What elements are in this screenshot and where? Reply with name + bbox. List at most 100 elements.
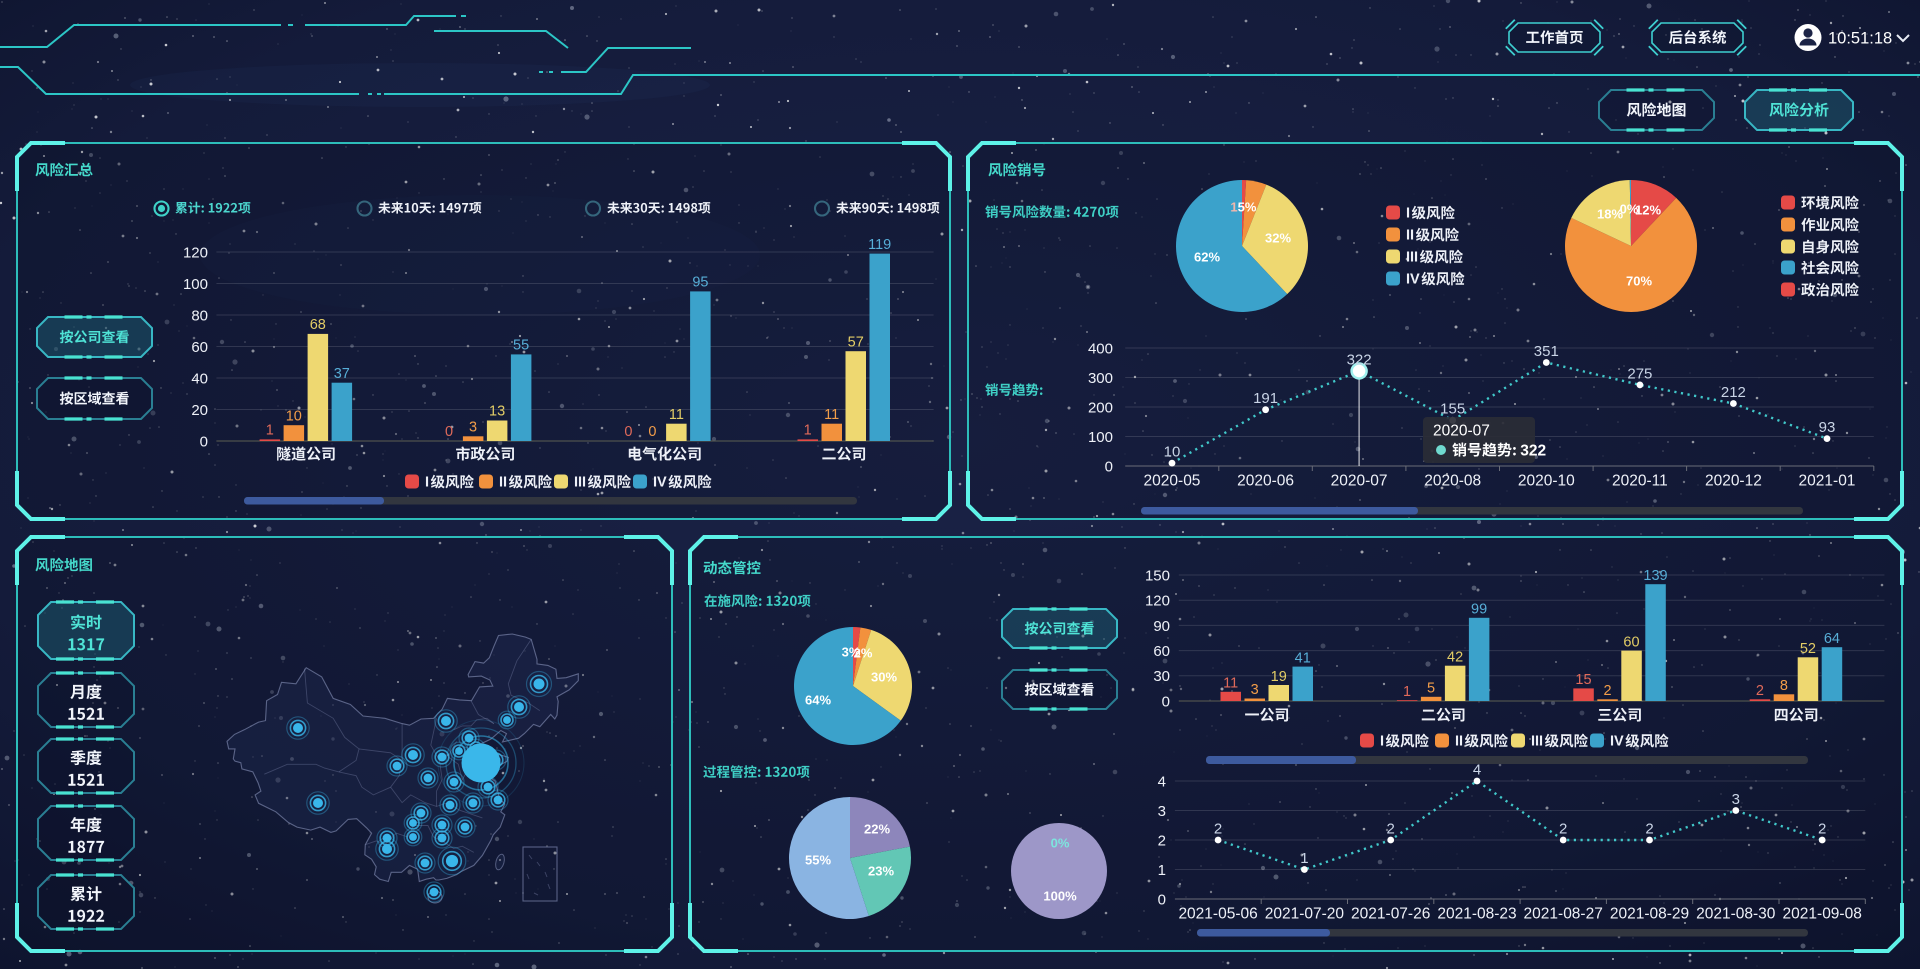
svg-text:2021-08-29: 2021-08-29 xyxy=(1610,906,1689,923)
svg-text:41: 41 xyxy=(1295,650,1311,666)
svg-text:0: 0 xyxy=(1105,458,1113,475)
svg-text:IV: IV xyxy=(653,475,667,491)
svg-text:57: 57 xyxy=(848,334,864,350)
svg-text:III: III xyxy=(1531,734,1543,750)
svg-text:15: 15 xyxy=(1575,672,1591,688)
svg-text:2020-10: 2020-10 xyxy=(1518,473,1575,490)
svg-text:2021-09-08: 2021-09-08 xyxy=(1783,906,1862,923)
svg-text:0: 0 xyxy=(648,424,656,440)
svg-text:I: I xyxy=(425,475,429,491)
svg-text:2: 2 xyxy=(1214,820,1222,837)
svg-text:2: 2 xyxy=(1818,820,1826,837)
svg-text:5: 5 xyxy=(1427,681,1435,697)
svg-text:95: 95 xyxy=(692,275,708,291)
svg-text:10: 10 xyxy=(286,409,302,425)
svg-text:2020-11: 2020-11 xyxy=(1612,473,1668,490)
svg-text:1: 1 xyxy=(1300,850,1308,867)
svg-text:120: 120 xyxy=(183,244,208,261)
svg-text:30%: 30% xyxy=(871,670,897,685)
svg-text:275: 275 xyxy=(1627,365,1652,382)
svg-text:322: 322 xyxy=(1347,351,1372,368)
svg-text:3: 3 xyxy=(1251,682,1259,698)
svg-text:64: 64 xyxy=(1824,631,1840,647)
svg-text:55: 55 xyxy=(513,338,529,354)
svg-text:11: 11 xyxy=(1223,676,1238,692)
svg-text:150: 150 xyxy=(1145,567,1170,584)
svg-text:1: 1 xyxy=(1158,862,1166,879)
svg-text:2021-07-26: 2021-07-26 xyxy=(1351,906,1430,923)
svg-text:400: 400 xyxy=(1088,340,1113,357)
svg-text:20: 20 xyxy=(191,402,208,419)
svg-text:2020-12: 2020-12 xyxy=(1705,473,1762,490)
svg-text:III: III xyxy=(574,475,586,491)
svg-text:322: 322 xyxy=(1520,443,1546,460)
svg-text:155: 155 xyxy=(1440,401,1465,418)
svg-text:II: II xyxy=(1406,228,1414,244)
svg-text:2020-07: 2020-07 xyxy=(1331,473,1388,490)
svg-text:2021-07-20: 2021-07-20 xyxy=(1265,906,1345,923)
svg-text:119: 119 xyxy=(868,237,891,253)
svg-text:2021-05-06: 2021-05-06 xyxy=(1178,906,1257,923)
svg-text:351: 351 xyxy=(1534,343,1559,360)
svg-text:68: 68 xyxy=(310,317,326,333)
svg-text:2020-06: 2020-06 xyxy=(1237,473,1294,490)
svg-text:0: 0 xyxy=(445,424,453,440)
svg-text:52: 52 xyxy=(1800,641,1816,657)
svg-text:70%: 70% xyxy=(1626,274,1652,289)
svg-text:2: 2 xyxy=(1158,832,1166,849)
svg-text:III: III xyxy=(1406,250,1418,266)
svg-text:18%: 18% xyxy=(1597,207,1623,222)
svg-text:1: 1 xyxy=(1403,684,1411,700)
svg-text:60: 60 xyxy=(1153,643,1170,660)
svg-text:2%: 2% xyxy=(854,646,873,661)
svg-text:191: 191 xyxy=(1253,390,1278,407)
svg-text:2: 2 xyxy=(1645,820,1653,837)
svg-text:II: II xyxy=(499,475,507,491)
svg-text:5%: 5% xyxy=(1238,200,1257,215)
svg-text:12%: 12% xyxy=(1635,203,1661,218)
svg-text:2: 2 xyxy=(1603,683,1611,699)
svg-text:0: 0 xyxy=(624,424,632,440)
svg-text:0: 0 xyxy=(1158,891,1166,908)
svg-text:2020-05: 2020-05 xyxy=(1144,473,1201,490)
svg-text:80: 80 xyxy=(191,307,208,324)
svg-text:2021-08-30: 2021-08-30 xyxy=(1696,906,1776,923)
svg-text:55%: 55% xyxy=(805,853,831,868)
svg-text:2: 2 xyxy=(1559,820,1567,837)
svg-text:100: 100 xyxy=(1088,429,1113,446)
svg-text:0%: 0% xyxy=(1051,836,1070,851)
svg-text:32%: 32% xyxy=(1265,231,1291,246)
svg-text:62%: 62% xyxy=(1194,250,1220,265)
svg-text:3: 3 xyxy=(469,420,477,436)
svg-text:64%: 64% xyxy=(805,693,831,708)
svg-text:10: 10 xyxy=(1164,443,1181,460)
svg-text:3: 3 xyxy=(1158,803,1166,820)
svg-text:1: 1 xyxy=(804,423,812,439)
svg-text:23%: 23% xyxy=(868,864,894,879)
svg-text:60: 60 xyxy=(1623,634,1639,650)
svg-text:2021-08-27: 2021-08-27 xyxy=(1524,906,1603,923)
svg-text:2: 2 xyxy=(1756,683,1764,699)
svg-text:II: II xyxy=(1455,734,1463,750)
svg-text:4: 4 xyxy=(1473,761,1481,778)
svg-text:120: 120 xyxy=(1145,593,1170,610)
svg-text:3: 3 xyxy=(1732,791,1740,808)
svg-text:I: I xyxy=(1406,206,1410,222)
svg-text:2020-07: 2020-07 xyxy=(1433,423,1490,440)
svg-text:100%: 100% xyxy=(1043,889,1077,904)
svg-text:1: 1 xyxy=(1230,200,1237,215)
svg-text:2020-08: 2020-08 xyxy=(1424,473,1481,490)
svg-text:37: 37 xyxy=(334,366,350,382)
svg-text:300: 300 xyxy=(1088,370,1113,387)
svg-text:11: 11 xyxy=(669,407,684,423)
svg-text:42: 42 xyxy=(1447,649,1463,665)
svg-text:I: I xyxy=(1380,734,1384,750)
svg-text:10:51:18: 10:51:18 xyxy=(1828,29,1892,47)
svg-text:0: 0 xyxy=(1162,693,1170,710)
svg-text:60: 60 xyxy=(191,339,208,356)
svg-text:1: 1 xyxy=(266,423,274,439)
svg-text:IV: IV xyxy=(1406,272,1420,288)
svg-text:8: 8 xyxy=(1780,678,1788,694)
svg-text:11: 11 xyxy=(824,407,839,423)
svg-text:100: 100 xyxy=(183,276,208,293)
